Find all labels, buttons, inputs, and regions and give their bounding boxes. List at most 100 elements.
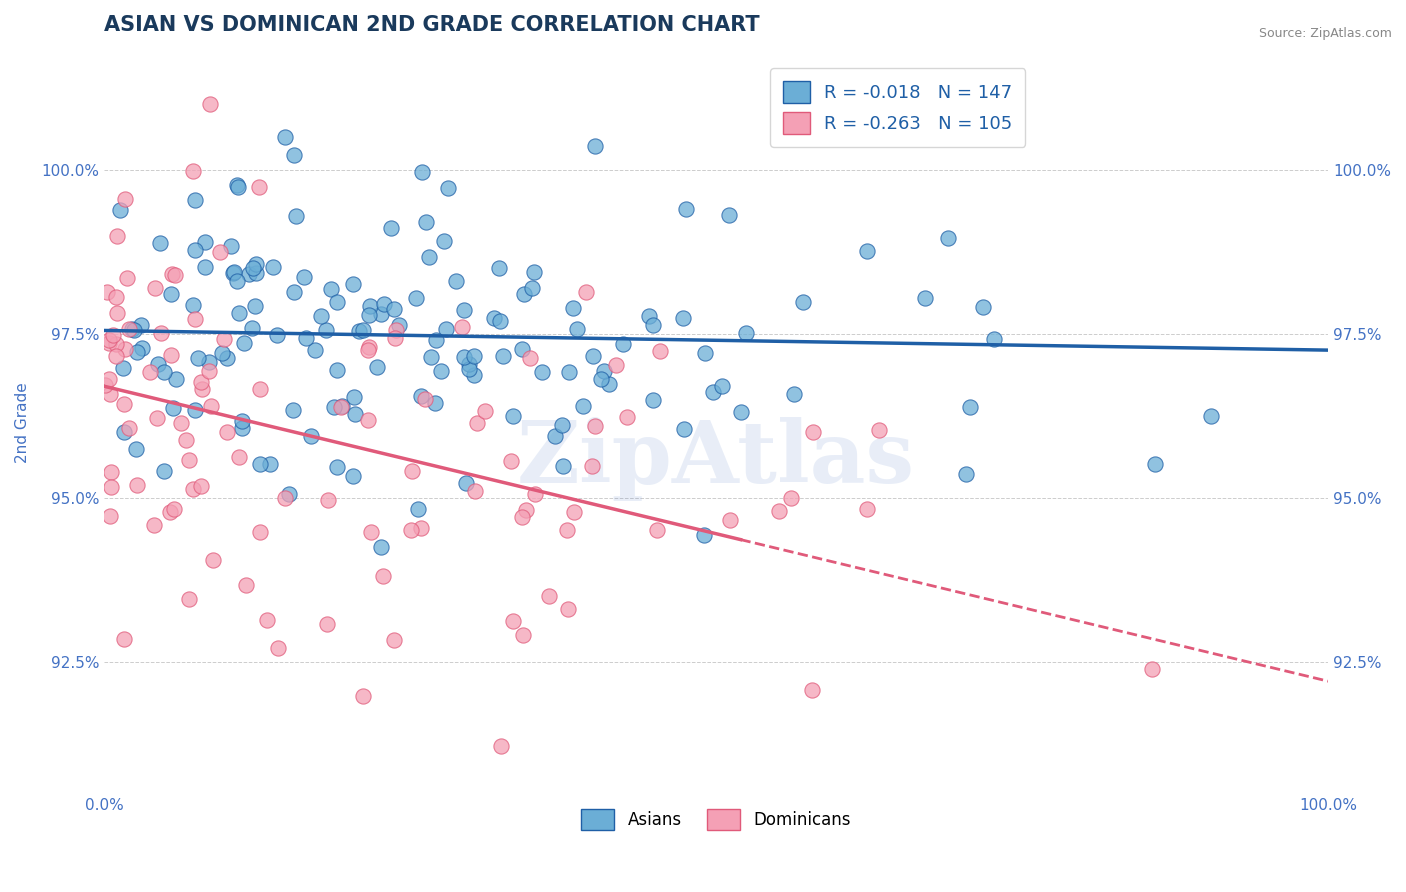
Point [200, 399, 222, 413]
Point [380, 221, 402, 235]
Point [357, 340, 380, 354]
Point [326, 363, 349, 377]
Point [112, 632, 135, 646]
Point [108, 203, 131, 218]
Point [243, 299, 266, 313]
Point [366, 360, 388, 375]
Point [262, 260, 284, 275]
Point [177, 452, 200, 467]
Point [702, 384, 724, 399]
Point [219, 239, 242, 253]
Point [127, 478, 149, 492]
Point [225, 274, 247, 288]
Point [122, 323, 145, 337]
Point [983, 332, 1005, 346]
Point [647, 523, 669, 537]
Point [121, 322, 143, 336]
Point [673, 422, 696, 436]
Point [692, 527, 714, 541]
Point [181, 164, 204, 178]
Point [114, 342, 136, 356]
Point [650, 343, 672, 358]
Point [357, 413, 380, 427]
Point [103, 328, 125, 343]
Point [519, 351, 541, 366]
Point [146, 358, 169, 372]
Point [299, 428, 322, 442]
Point [1199, 409, 1222, 423]
Point [198, 355, 221, 369]
Point [235, 577, 257, 591]
Point [267, 641, 290, 656]
Point [226, 180, 249, 194]
Point [359, 299, 381, 313]
Point [318, 492, 340, 507]
Point [792, 295, 814, 310]
Point [163, 502, 186, 516]
Point [183, 402, 205, 417]
Point [515, 503, 537, 517]
Point [165, 372, 187, 386]
Point [482, 311, 505, 326]
Point [524, 487, 547, 501]
Point [266, 328, 288, 343]
Point [409, 388, 432, 402]
Point [187, 351, 209, 366]
Point [283, 285, 305, 299]
Point [105, 290, 128, 304]
Point [467, 417, 489, 431]
Y-axis label: 2nd Grade: 2nd Grade [15, 382, 30, 463]
Point [457, 362, 479, 376]
Point [149, 235, 172, 250]
Point [281, 403, 304, 417]
Point [868, 423, 890, 437]
Point [217, 425, 239, 439]
Point [114, 192, 136, 206]
Point [800, 682, 823, 697]
Point [371, 568, 394, 582]
Point [183, 193, 205, 207]
Point [419, 350, 441, 364]
Point [96, 285, 118, 300]
Point [572, 399, 595, 413]
Point [142, 518, 165, 533]
Point [319, 282, 342, 296]
Point [150, 326, 173, 341]
Point [214, 332, 236, 346]
Point [98, 333, 121, 347]
Point [914, 291, 936, 305]
Point [955, 467, 977, 482]
Point [249, 457, 271, 471]
Point [215, 351, 238, 365]
Point [347, 324, 370, 338]
Point [245, 258, 267, 272]
Point [228, 305, 250, 319]
Point [231, 421, 253, 435]
Point [352, 689, 374, 703]
Point [565, 322, 588, 336]
Point [107, 229, 129, 244]
Point [562, 301, 585, 316]
Point [432, 235, 454, 249]
Point [453, 351, 475, 365]
Point [780, 491, 803, 506]
Point [451, 319, 474, 334]
Point [179, 592, 201, 607]
Point [181, 482, 204, 496]
Point [242, 261, 264, 276]
Point [425, 395, 447, 409]
Point [231, 414, 253, 428]
Point [463, 368, 485, 382]
Point [415, 392, 437, 406]
Text: Source: ZipAtlas.com: Source: ZipAtlas.com [1258, 27, 1392, 40]
Point [211, 345, 233, 359]
Point [735, 326, 758, 340]
Point [198, 97, 221, 112]
Point [304, 343, 326, 357]
Point [174, 434, 197, 448]
Point [558, 364, 581, 378]
Point [274, 491, 297, 505]
Point [583, 418, 606, 433]
Point [575, 285, 598, 299]
Point [464, 483, 486, 498]
